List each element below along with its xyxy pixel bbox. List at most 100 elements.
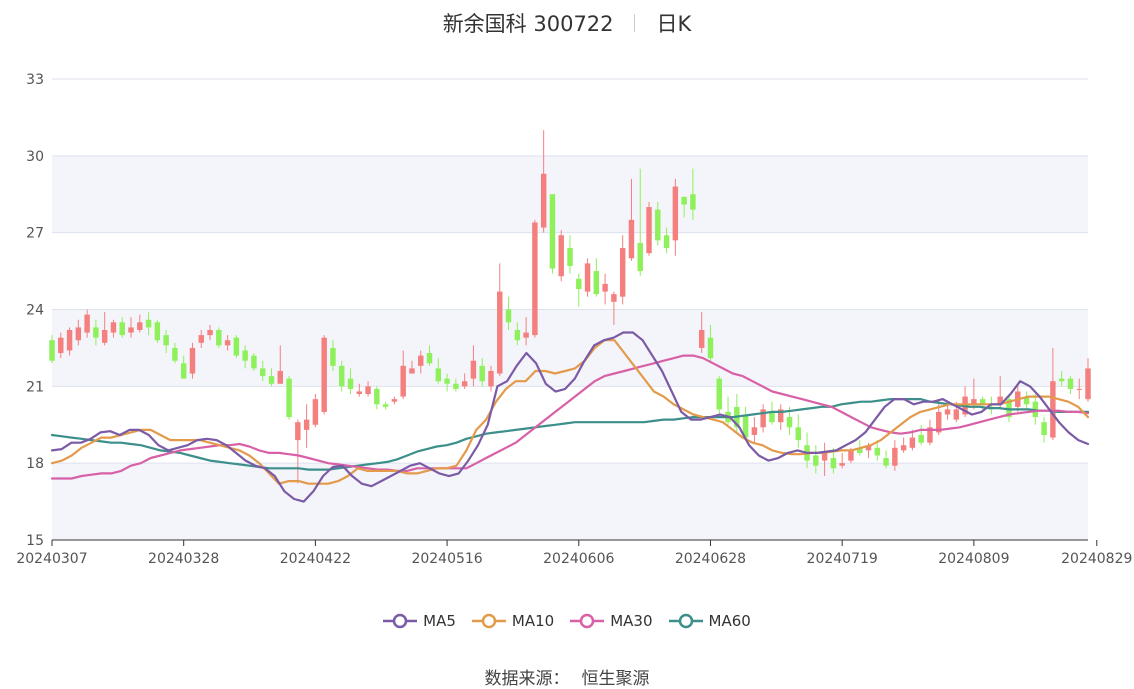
candle-body — [997, 396, 1003, 405]
y-tick-label: 21 — [26, 379, 44, 395]
candle-body — [66, 329, 73, 351]
candle-body — [558, 235, 564, 277]
candle-body — [497, 291, 503, 374]
candle-body — [418, 355, 424, 366]
candle-body — [892, 447, 898, 466]
candle-body — [883, 458, 889, 466]
candle-body — [611, 294, 617, 302]
candle-body — [971, 399, 977, 405]
legend-marker-ma10 — [471, 613, 506, 629]
x-tick-label: 20240829 — [1061, 551, 1132, 567]
candle-body — [663, 235, 670, 249]
stock-name: 新余国科 300722 — [442, 12, 614, 36]
candle-body — [857, 447, 863, 453]
grid-band — [52, 155, 1088, 233]
legend-marker-ma60 — [668, 613, 703, 629]
x-tick-label: 20240307 — [16, 551, 87, 567]
source-value: 恒生聚源 — [581, 669, 650, 689]
candle-body — [830, 458, 837, 469]
x-tick-label: 20240628 — [675, 551, 746, 567]
x-tick-label: 20240328 — [148, 551, 219, 567]
legend-item-ma10[interactable]: MA10 — [471, 612, 555, 630]
candle-body — [1023, 396, 1030, 405]
y-tick-label: 30 — [26, 149, 44, 165]
candle-body — [409, 368, 415, 374]
candle-body — [690, 194, 696, 210]
candle-body — [584, 263, 591, 292]
candle-body — [330, 347, 336, 366]
candle-body — [75, 327, 82, 341]
y-tick-label: 24 — [26, 303, 44, 319]
candle-body — [865, 445, 872, 451]
candle-body — [909, 437, 916, 448]
candle-body — [716, 378, 722, 410]
candle-body — [391, 399, 398, 402]
legend-item-ma5[interactable]: MA5 — [383, 612, 456, 630]
candle-body — [110, 322, 117, 333]
candle-body — [154, 322, 161, 341]
candle-body — [1006, 399, 1012, 418]
y-tick-label: 18 — [26, 456, 44, 472]
candle-body — [742, 414, 749, 438]
candle-body — [268, 376, 275, 384]
legend-item-ma60[interactable]: MA60 — [668, 612, 751, 630]
legend-label-ma30: MA30 — [610, 612, 653, 630]
candle-body — [49, 340, 55, 361]
candle-body — [145, 319, 152, 328]
candle-body — [549, 194, 556, 269]
candle-body — [927, 427, 933, 443]
title-divider — [633, 14, 635, 32]
candle-body — [233, 337, 240, 356]
candle-body — [356, 391, 363, 395]
candle-body — [286, 378, 292, 418]
candle-body — [505, 309, 512, 323]
candle-body — [84, 314, 90, 333]
candle-body — [874, 447, 881, 456]
legend-label-ma10: MA10 — [511, 612, 555, 630]
chart-period: 日K — [656, 12, 692, 36]
chart-title: 新余国科 300722 日K — [0, 8, 1134, 38]
legend-marker-ma5 — [383, 613, 418, 629]
candle-body — [918, 434, 924, 443]
candle-body — [602, 283, 608, 292]
x-tick-label: 20240809 — [938, 551, 1009, 567]
candle-body — [347, 378, 354, 389]
candle-body — [936, 411, 942, 433]
ma5-line — [50, 331, 1090, 503]
x-tick-label: 20240606 — [543, 551, 614, 567]
candle-body — [303, 419, 310, 430]
legend-item-ma30[interactable]: MA30 — [570, 612, 653, 630]
candle-body — [751, 427, 758, 435]
candlestick-chart: 15 18 21 24 27 30 33 20240307 20240328 20240422 20… — [16, 72, 1132, 567]
x-tick-label: 20240719 — [807, 551, 878, 567]
candle-body — [646, 207, 652, 254]
candle-body — [321, 337, 327, 412]
x-tick-label: 20240516 — [411, 551, 482, 567]
candle-body — [786, 417, 793, 428]
grid-band — [52, 463, 1088, 540]
candle-body — [839, 463, 845, 466]
candle-body — [576, 278, 582, 290]
chart-legend: MA5 MA10 MA30 MA60 — [0, 612, 1134, 630]
candle-body — [470, 360, 477, 379]
candle-body — [1076, 388, 1082, 390]
candle-body — [698, 329, 705, 348]
x-tick-label: 20240422 — [280, 551, 351, 567]
candle-body — [101, 329, 108, 343]
candle-body — [435, 368, 442, 382]
candle-body — [944, 409, 951, 415]
candle-body — [1050, 381, 1056, 438]
candle-body — [619, 248, 626, 297]
candle-body — [207, 329, 213, 336]
candle-body — [259, 368, 266, 377]
y-tick-label: 27 — [26, 226, 44, 242]
candle-body — [119, 322, 125, 336]
candle-body — [444, 378, 450, 384]
candle-body — [400, 365, 406, 397]
candle-body — [163, 335, 169, 346]
candle-body — [567, 248, 573, 266]
candle-body — [821, 452, 828, 461]
source-label: 数据来源： — [484, 669, 570, 689]
legend-label-ma60: MA60 — [708, 612, 751, 630]
candle-body — [216, 329, 222, 346]
